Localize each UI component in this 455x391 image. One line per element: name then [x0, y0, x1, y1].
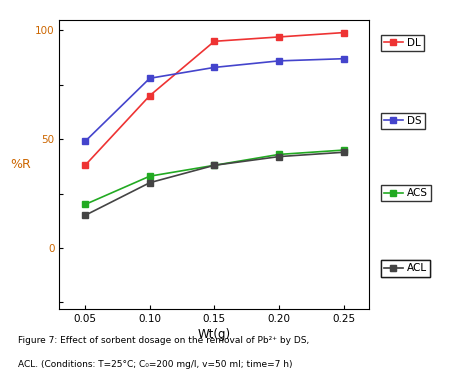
Text: ACL. (Conditions: T=25°C; C₀=200 mg/l, v=50 ml; time=7 h): ACL. (Conditions: T=25°C; C₀=200 mg/l, v…	[18, 360, 292, 369]
Text: Figure 7: Effect of sorbent dosage on the removal of Pb²⁺ by DS,: Figure 7: Effect of sorbent dosage on th…	[18, 336, 309, 345]
X-axis label: Wt(g): Wt(g)	[197, 328, 230, 341]
Legend: ACL: ACL	[380, 260, 429, 276]
Y-axis label: %R: %R	[10, 158, 31, 171]
